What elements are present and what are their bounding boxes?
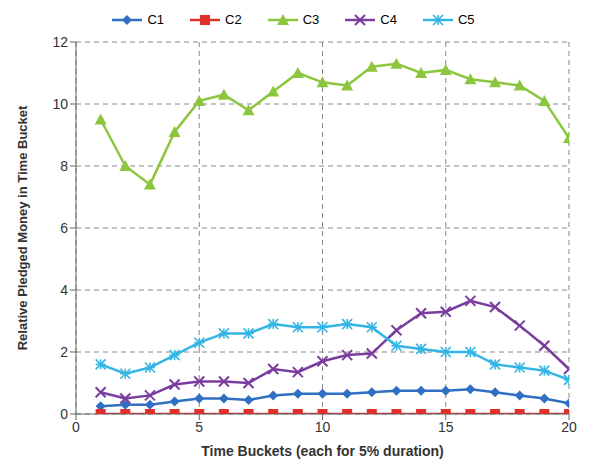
svg-text:Relative Pledged Money in Time: Relative Pledged Money in Time Bucket [15,105,30,350]
svg-text:20: 20 [561,419,577,435]
svg-text:0: 0 [60,406,68,422]
html-text:C4: C4 [380,12,397,27]
html-text:C5: C5 [457,12,475,27]
html-text:C2: C2 [225,12,242,27]
svg-text:Time Buckets (each for 5% dura: Time Buckets (each for 5% duration) [201,443,443,459]
svg-text:8: 8 [60,158,68,174]
svg-text:2: 2 [60,344,68,360]
svg-text:4: 4 [60,282,68,298]
svg-text:6: 6 [60,220,68,236]
html-text:C1: C1 [147,12,165,27]
svg-text:10: 10 [52,96,68,112]
html-text:C3: C3 [302,12,320,27]
svg-text:15: 15 [438,419,454,435]
svg-text:5: 5 [195,419,203,435]
svg-text:0: 0 [72,419,80,435]
svg-text:12: 12 [52,34,68,50]
svg-text:10: 10 [315,419,331,435]
